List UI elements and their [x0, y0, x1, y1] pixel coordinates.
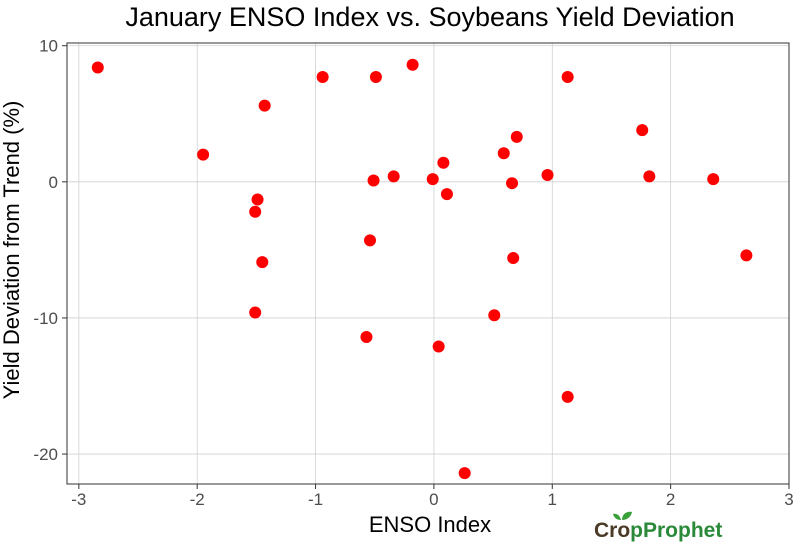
data-point	[387, 170, 400, 183]
logo-text-cr: Cr	[594, 519, 617, 542]
data-point	[707, 173, 720, 186]
data-point	[458, 467, 471, 480]
data-point	[406, 58, 419, 71]
data-point	[510, 130, 523, 143]
plot-panel-border	[66, 42, 790, 485]
data-point	[249, 306, 262, 319]
cropprophet-logo: CropProphet	[594, 511, 722, 542]
data-point	[541, 169, 554, 182]
x-tick-label: -3	[71, 490, 86, 509]
gridlines	[67, 43, 790, 484]
data-point	[316, 71, 329, 84]
data-point	[426, 173, 439, 186]
logo-text-prophet: pProphet	[630, 519, 722, 542]
data-point	[91, 61, 104, 74]
y-tick-label: -10	[33, 309, 58, 328]
x-axis-title: ENSO Index	[369, 512, 491, 537]
data-point	[360, 331, 373, 343]
leaf-icon	[613, 511, 632, 520]
x-axis: -3 -2 -1 0 1 2 3	[71, 484, 794, 509]
y-axis-title: Yield Deviation from Trend (%)	[0, 101, 24, 400]
data-point	[364, 234, 377, 247]
data-point	[197, 148, 210, 161]
x-tick-label: 1	[548, 490, 557, 509]
data-point	[740, 249, 753, 262]
data-point	[507, 252, 520, 265]
data-point	[561, 390, 574, 403]
data-point	[488, 309, 501, 322]
y-axis: -20 -10 0 10	[33, 37, 67, 464]
y-tick-label: 10	[39, 37, 58, 56]
data-point	[432, 340, 445, 353]
y-tick-label: 0	[49, 173, 58, 192]
x-tick-label: 0	[429, 490, 438, 509]
data-point	[497, 147, 510, 160]
logo-text: CropProphet	[594, 519, 722, 542]
data-point	[636, 124, 649, 137]
x-tick-label: 2	[666, 490, 675, 509]
data-point	[643, 170, 656, 183]
chart-title: January ENSO Index vs. Soybeans Yield De…	[125, 2, 734, 32]
data-points	[91, 58, 753, 480]
data-point	[249, 205, 262, 218]
logo-text-o: o	[617, 519, 630, 542]
data-point	[367, 174, 380, 187]
data-point	[256, 256, 269, 269]
data-point	[561, 71, 574, 84]
x-tick-label: -2	[190, 490, 205, 509]
x-tick-label: -1	[308, 490, 323, 509]
data-point	[369, 71, 382, 84]
data-point	[258, 99, 271, 112]
data-point	[437, 156, 450, 169]
data-point	[251, 193, 264, 206]
y-tick-label: -20	[33, 445, 58, 464]
data-point	[506, 177, 519, 190]
x-tick-label: 3	[784, 490, 793, 509]
data-point	[440, 188, 453, 201]
